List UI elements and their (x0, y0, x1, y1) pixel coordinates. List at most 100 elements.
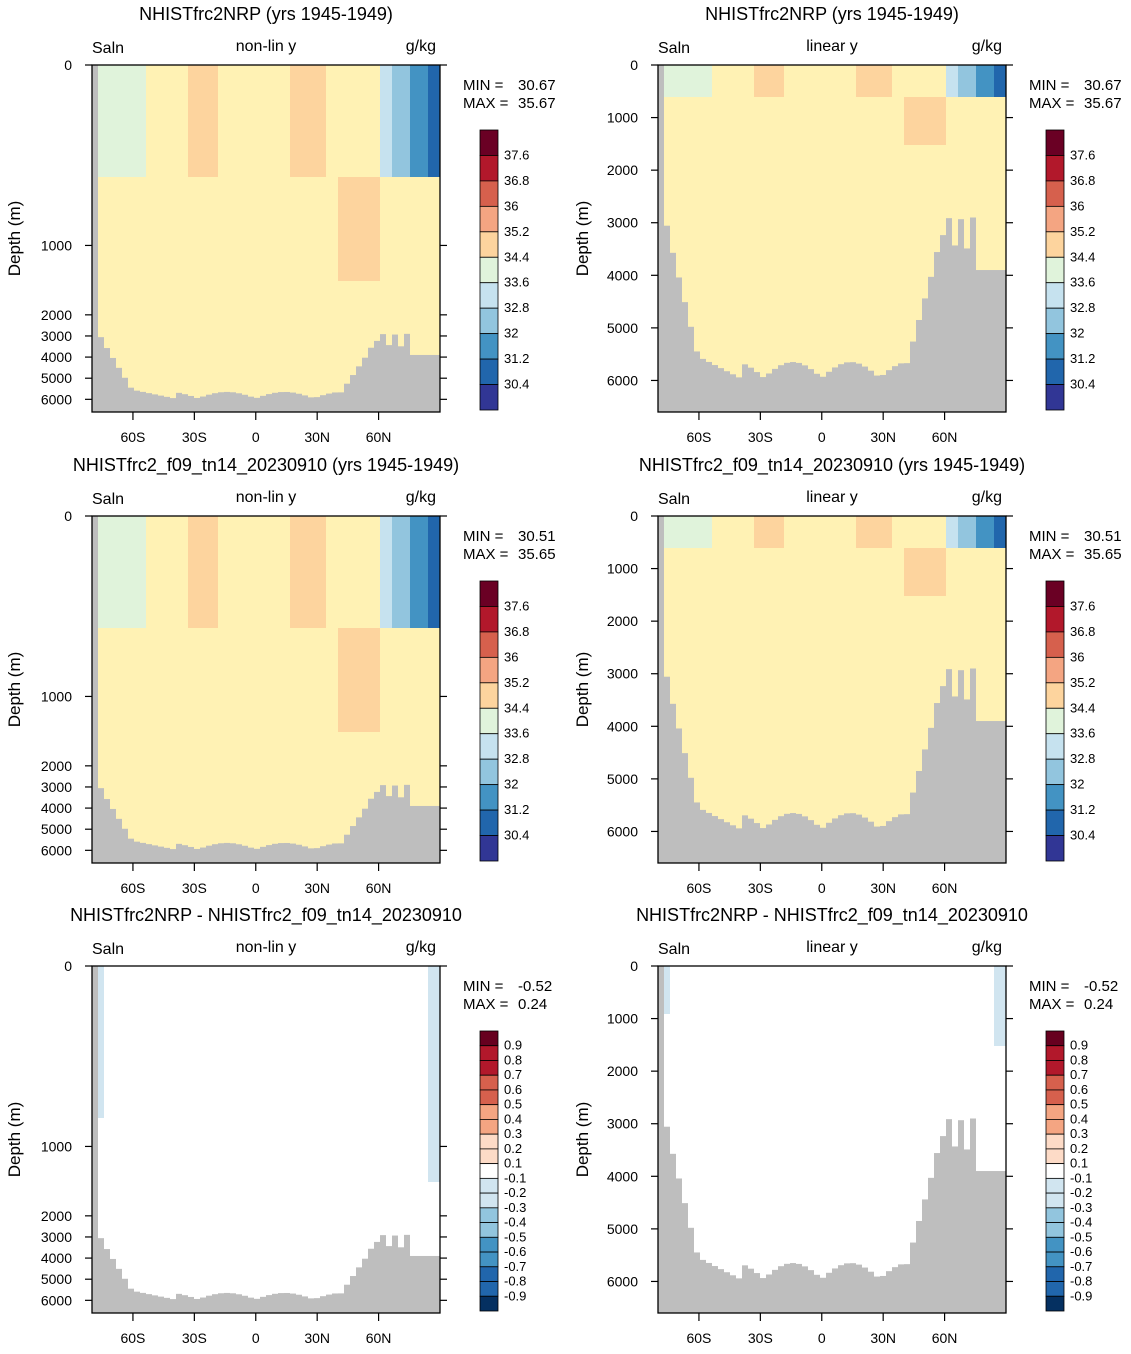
min-label: MIN = (1029, 77, 1070, 94)
panel-title: NHISTfrc2NRP - NHISTfrc2_f09_tn14_202309… (636, 905, 1028, 926)
y-tick-label: 2000 (607, 162, 638, 178)
land-mask (152, 1295, 159, 1313)
land-mask (760, 828, 767, 863)
land-mask (332, 1293, 339, 1313)
colorbar-label: 32.8 (504, 300, 529, 315)
colorbar-box (479, 282, 499, 309)
land-mask (688, 326, 695, 412)
colorbar-box (1045, 1222, 1065, 1238)
land-mask (374, 1241, 381, 1313)
panel-6: NHISTfrc2NRP - NHISTfrc2_f09_tn14_202309… (573, 905, 1118, 1346)
land-mask (892, 1267, 899, 1313)
land-mask (176, 392, 183, 412)
land-mask (910, 792, 917, 863)
land-mask (290, 843, 297, 863)
land-mask (116, 1268, 123, 1313)
land-mask (224, 1292, 231, 1313)
land-mask (910, 341, 917, 412)
x-tick-label: 30N (870, 880, 896, 896)
land-mask (742, 1265, 749, 1313)
y-tick-label: 0 (630, 958, 638, 974)
y-tick-label: 6000 (607, 372, 638, 388)
max-label: MAX = (1029, 95, 1075, 112)
axis-mode-label: linear y (806, 939, 858, 956)
colorbar-label: 32 (1070, 326, 1084, 341)
land-mask (128, 1288, 135, 1313)
land-mask (374, 791, 381, 863)
land-mask (146, 844, 153, 863)
colorbar-box (1045, 1060, 1065, 1076)
land-mask (404, 784, 411, 863)
land-mask (940, 1136, 947, 1313)
land-mask (338, 1293, 345, 1313)
land-mask (682, 1203, 689, 1313)
land-mask (718, 1269, 725, 1313)
colorbar-label: 0.4 (1070, 1111, 1088, 1126)
y-tick-label: 3000 (41, 1229, 72, 1245)
land-mask (320, 846, 327, 863)
plot-frame (91, 64, 441, 413)
land-mask (754, 823, 761, 863)
colorbar-box (479, 1074, 499, 1091)
colorbar-label: 37.6 (504, 147, 529, 162)
land-mask (958, 219, 965, 412)
colorbar-label: 0.8 (504, 1052, 522, 1067)
land-mask (302, 395, 309, 412)
land-mask (880, 1275, 887, 1313)
units-label: g/kg (972, 38, 1002, 55)
land-mask (820, 827, 827, 863)
land-mask (206, 394, 213, 412)
land-mask (904, 814, 911, 863)
land-mask (688, 1227, 695, 1313)
land-mask (200, 396, 207, 412)
land-mask (736, 377, 743, 412)
land-mask (802, 1266, 809, 1313)
colorbar-label: -0.6 (504, 1244, 526, 1259)
min-value: -0.52 (1084, 978, 1118, 995)
colorbar-label: 0.3 (504, 1126, 522, 1141)
land-mask (676, 1178, 683, 1313)
land-mask (254, 397, 261, 412)
colorbar-box (1045, 1030, 1065, 1047)
land-mask (886, 370, 893, 412)
land-mask (188, 1296, 195, 1313)
min-label: MIN = (463, 77, 504, 94)
land-mask (868, 370, 875, 412)
land-mask (820, 1277, 827, 1313)
colorbar-label: -0.5 (1070, 1229, 1092, 1244)
land-mask (778, 1266, 785, 1313)
land-mask (814, 373, 821, 412)
land-mask (98, 788, 105, 863)
land-mask (176, 1293, 183, 1313)
colorbar-box (1045, 606, 1065, 633)
units-label: g/kg (972, 489, 1002, 506)
units-label: g/kg (406, 38, 436, 55)
land-mask (350, 375, 357, 412)
colorbar-box (1045, 384, 1065, 411)
land-mask (994, 721, 1001, 863)
colorbar-label: -0.7 (504, 1259, 526, 1274)
colorbar-label: 30.4 (504, 828, 529, 843)
land-mask (724, 822, 731, 863)
variable-label: Saln (658, 40, 690, 57)
land-mask (772, 368, 779, 412)
colorbar-box (1045, 1236, 1065, 1253)
land-mask (742, 815, 749, 863)
land-mask (128, 387, 135, 412)
land-mask (98, 337, 105, 412)
land-mask (796, 1263, 803, 1313)
land-mask (218, 392, 225, 412)
y-tick-label: 4000 (607, 1168, 638, 1184)
colorbar-box (479, 606, 499, 633)
colorbar-label: 35.2 (504, 675, 529, 690)
panel-2: NHISTfrc2NRP (yrs 1945-1949) Saln linear y… (573, 4, 1122, 445)
colorbar-box (479, 1266, 499, 1282)
land-mask (140, 842, 147, 863)
land-mask (182, 845, 189, 863)
y-tick-label: 4000 (41, 1250, 72, 1266)
y-tick-label: 0 (64, 958, 72, 974)
x-tick-label: 0 (252, 429, 260, 445)
colorbar-label: 36 (1070, 198, 1084, 213)
land-mask (844, 1263, 851, 1313)
